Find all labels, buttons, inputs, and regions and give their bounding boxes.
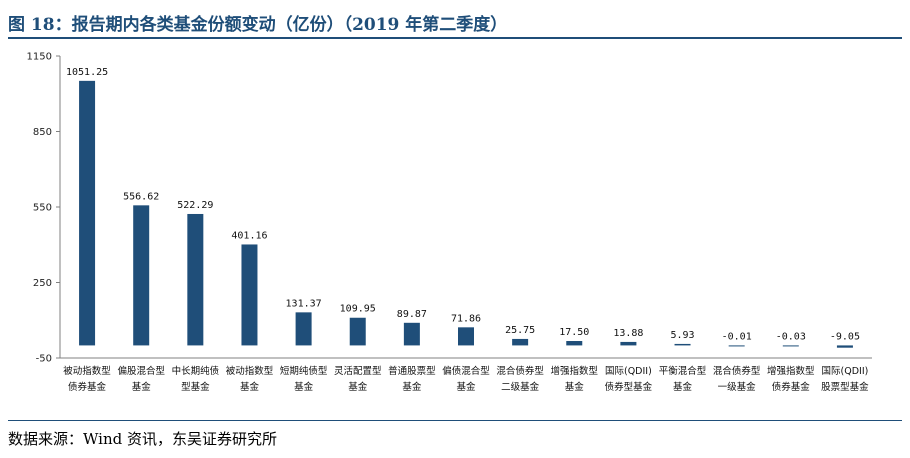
category-label: 平衡混合型	[659, 365, 707, 377]
bar	[133, 205, 150, 346]
source-note: 数据来源：Wind 资讯，东吴证券研究所	[8, 430, 277, 448]
data-label: -9.05	[830, 331, 860, 342]
category-label: 股票型基金	[821, 381, 869, 393]
category-label: 基金	[673, 381, 693, 393]
data-label: 17.50	[559, 327, 589, 338]
bar-chart: -50 250 550 850 1150 1051.25 556.62 522.29 401.…	[27, 52, 872, 393]
category-label: 基金	[348, 381, 368, 393]
bar	[836, 345, 853, 348]
chart-axes: -50 250 550 850 1150	[27, 52, 872, 365]
chart-data-labels: 1051.25 556.62 522.29 401.16 131.37 109.95 89.…	[66, 67, 860, 343]
data-label: -0.03	[776, 331, 806, 342]
bar	[187, 213, 204, 346]
data-label: 5.93	[670, 330, 694, 341]
category-label: 债券基金	[68, 381, 107, 393]
category-label: 增强指数型	[767, 365, 815, 377]
bar	[566, 341, 583, 346]
category-label: 基金	[132, 381, 152, 393]
bar	[728, 345, 745, 347]
figure-title: 图 18：报告期内各类基金份额变动（亿份）（2019 年第二季度）	[8, 15, 508, 35]
source-rule	[8, 420, 902, 421]
chart-category-labels: 被动指数型债券基金偏股混合型基金中长期纯债型基金被动指数型基金短期纯债型基金灵活…	[63, 365, 869, 393]
data-label: 556.62	[123, 191, 159, 202]
bar	[403, 322, 420, 346]
bar	[512, 338, 529, 346]
category-label: 型基金	[181, 381, 210, 393]
category-label: 偏股混合型	[117, 365, 165, 377]
category-label: 增强指数型	[551, 365, 599, 377]
category-label: 国际(QDII)	[822, 366, 869, 377]
category-label: 一级基金	[718, 381, 757, 393]
category-label: 混合债券型	[713, 365, 761, 377]
y-tick-label: 850	[33, 127, 52, 138]
data-label: 1051.25	[66, 67, 108, 78]
bar	[782, 345, 799, 347]
category-label: 中长期纯债	[172, 365, 220, 377]
data-label: 25.75	[505, 325, 535, 336]
bar	[241, 244, 258, 346]
chart-bars	[79, 80, 853, 348]
category-label: 国际(QDII)	[605, 366, 652, 377]
category-label: 二级基金	[501, 381, 540, 393]
category-label: 基金	[565, 381, 585, 393]
category-label: 基金	[294, 381, 314, 393]
title-rule	[8, 37, 902, 39]
bar	[458, 327, 474, 346]
category-label: 灵活配置型	[334, 365, 382, 377]
category-label: 基金	[240, 381, 260, 393]
category-label: 短期纯债型	[280, 365, 328, 377]
data-label: 401.16	[231, 230, 267, 241]
data-label: 71.86	[451, 313, 481, 324]
data-label: 522.29	[177, 200, 213, 211]
data-label: -0.01	[722, 331, 752, 342]
category-label: 债券型基金	[605, 381, 653, 393]
bar	[295, 312, 312, 346]
y-tick-label: 1150	[27, 52, 52, 63]
bar	[349, 317, 366, 346]
category-label: 普通股票型	[388, 365, 436, 377]
category-label: 基金	[402, 381, 422, 393]
bar	[79, 80, 96, 346]
y-tick-label: 550	[33, 203, 52, 214]
category-label: 债券基金	[772, 381, 811, 393]
bar	[620, 341, 637, 346]
category-label: 被动指数型	[63, 365, 111, 377]
data-label: 109.95	[340, 304, 376, 315]
y-tick-label: 250	[33, 278, 52, 289]
y-tick-label: -50	[36, 354, 52, 365]
data-label: 13.88	[613, 328, 643, 339]
category-label: 被动指数型	[226, 365, 274, 377]
category-label: 混合债券型	[496, 365, 544, 377]
data-label: 131.37	[286, 298, 322, 309]
data-label: 89.87	[397, 309, 427, 320]
bar	[674, 343, 691, 346]
category-label: 基金	[456, 381, 476, 393]
category-label: 偏债混合型	[442, 365, 490, 377]
